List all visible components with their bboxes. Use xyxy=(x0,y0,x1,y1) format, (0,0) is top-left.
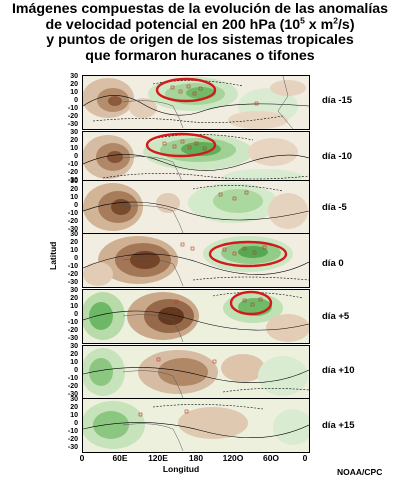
lat-ticks-panel-7: 30 20 10 0 -10 -20 -30 xyxy=(67,396,78,451)
map-panel-day-plus-10 xyxy=(82,345,310,400)
lat-ticks-panel-4: 30 20 10 0 -10 -20 -30 xyxy=(67,231,78,286)
lat-ticks-panel-3: 30 20 10 0 -10 -20 -30 xyxy=(67,178,78,233)
day-label-plus-10: día +10 xyxy=(322,365,355,376)
day-label-0: día 0 xyxy=(322,258,344,269)
title-line-1: Imágenes compuestas de la evolución de l… xyxy=(11,1,389,17)
title-line-2: de velocidad potencial en 200 hPa (105 x… xyxy=(45,14,355,33)
map-panel-day-minus-15 xyxy=(82,75,310,130)
highlight-ellipse xyxy=(208,240,288,268)
lon-tick: 0 xyxy=(302,453,308,463)
map-panel-day-minus-10 xyxy=(82,131,310,186)
lon-tick: 120O xyxy=(222,453,244,463)
lon-tick: 60O xyxy=(262,453,280,463)
lat-ticks-panel-6: 30 20 10 0 -10 -20 -30 xyxy=(67,343,78,398)
x-axis-label: Longitud xyxy=(162,464,200,474)
map-panel-day-minus-5 xyxy=(82,180,310,235)
highlight-ellipse xyxy=(229,290,273,316)
map-panel-day-0 xyxy=(82,233,310,288)
lat-ticks-panel-1: 30 20 10 0 -10 -20 -30 xyxy=(67,73,78,128)
day-label-plus-5: día +5 xyxy=(322,311,350,322)
highlight-ellipse xyxy=(145,132,217,158)
map-panel-day-plus-5 xyxy=(82,289,310,344)
lon-tick: 0 xyxy=(79,453,85,463)
lon-tick: 180 xyxy=(188,453,204,463)
y-axis-label: Latitud xyxy=(48,241,58,270)
lat-ticks-panel-2: 30 20 10 0 -10 -20 -30 xyxy=(67,129,78,184)
lon-tick: 120E xyxy=(148,453,168,463)
title-line-4: que formaron huracanes o tifones xyxy=(85,47,315,64)
lat-ticks-panel-5: 30 20 10 0 -10 -20 -30 xyxy=(67,287,78,342)
day-label-minus-10: día -10 xyxy=(322,151,353,162)
lon-tick: 60E xyxy=(112,453,128,463)
credit-label: NOAA/CPC xyxy=(337,467,383,477)
day-label-minus-15: día -15 xyxy=(322,95,353,106)
title-line-3: y puntos de origen de los sistemas tropi… xyxy=(46,32,354,49)
map-panel-day-plus-15 xyxy=(82,398,310,453)
highlight-ellipse xyxy=(155,77,217,103)
day-label-minus-5: día -5 xyxy=(322,202,347,213)
day-label-plus-15: día +15 xyxy=(322,420,355,431)
figure-title: Imágenes compuestas de la evolución de l… xyxy=(0,1,400,64)
